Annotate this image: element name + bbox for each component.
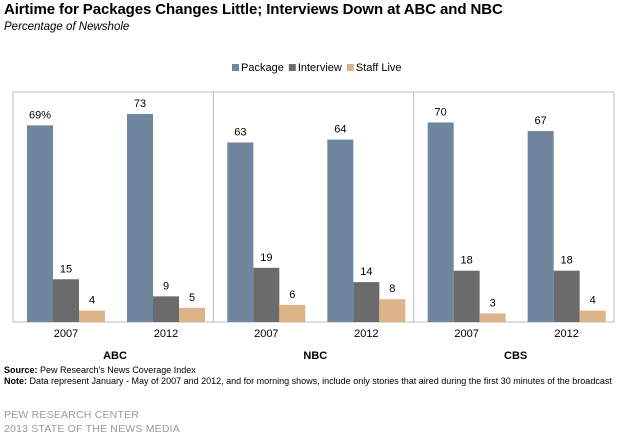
org-name: PEW RESEARCH CENTER [4, 409, 140, 421]
bar-package [327, 139, 354, 322]
data-label: 18 [461, 255, 473, 267]
network-label: ABC [103, 350, 127, 362]
legend-label: Staff Live [356, 62, 402, 74]
data-label: 3 [490, 297, 496, 309]
data-label: 5 [189, 292, 195, 304]
bar-staff-live [479, 313, 506, 322]
plot-border [12, 91, 615, 323]
report-name: 2013 STATE OF THE NEWS MEDIA [4, 423, 180, 435]
legend-swatch [288, 64, 296, 71]
legend-swatch [346, 64, 354, 71]
bar-staff-live [79, 310, 105, 322]
data-label: 18 [561, 255, 573, 267]
bar-interview [253, 267, 280, 322]
year-tick-label: 2007 [254, 328, 278, 340]
data-label: 73 [134, 98, 146, 110]
year-tick-label: 2007 [454, 328, 478, 340]
bar-package [427, 122, 454, 322]
data-label: 6 [289, 289, 295, 301]
legend-label: Package [241, 62, 284, 74]
bar-interview [353, 282, 380, 322]
bar-staff-live [579, 310, 606, 322]
x-axis: 2007 2012 ABC 2007 2012 NBC 2007 2012 CBS [54, 328, 579, 362]
data-label: 4 [89, 295, 95, 307]
bar-interview [453, 270, 480, 322]
source-line: Source: Pew Research's News Coverage Ind… [4, 365, 196, 376]
bar-interview [153, 296, 179, 322]
source-label: Source: [4, 365, 38, 375]
note-text: Data represent January - May of 2007 and… [27, 376, 612, 386]
data-label: 69% [29, 109, 51, 121]
note-line: Note: Data represent January - May of 20… [4, 376, 614, 387]
plot-frame [12, 91, 615, 323]
legend: Package Interview Staff Live [232, 62, 402, 74]
legend-swatch [232, 64, 239, 71]
data-label: 8 [389, 283, 395, 295]
data-label: 70 [435, 107, 447, 119]
year-tick-label: 2012 [354, 328, 378, 340]
data-labels: 69% 15 4 73 9 5 63 19 6 64 14 8 70 18 3 67 18 4 [29, 98, 596, 310]
data-label: 14 [360, 266, 372, 278]
year-tick-label: 2007 [54, 328, 78, 340]
chart-subtitle: Percentage of Newshole [4, 21, 130, 33]
bar-package [127, 113, 153, 322]
data-label: 63 [234, 126, 246, 138]
data-label: 9 [163, 280, 169, 292]
bar-interview [53, 279, 79, 322]
data-label: 4 [590, 295, 596, 307]
note-label: Note: [4, 376, 27, 386]
data-label: 15 [60, 263, 72, 275]
bar-staff-live [379, 299, 406, 322]
bar-series [27, 113, 606, 322]
network-label: CBS [504, 350, 527, 362]
source-text: Pew Research's News Coverage Index [37, 365, 196, 375]
year-tick-label: 2012 [554, 328, 578, 340]
chart-title: Airtime for Packages Changes Little; Int… [4, 1, 503, 18]
bar-staff-live [279, 304, 306, 322]
bar-staff-live [179, 307, 205, 322]
bar-package [227, 142, 254, 322]
bar-package [527, 131, 554, 322]
data-label: 19 [260, 252, 272, 264]
legend-label: Interview [298, 62, 342, 74]
year-tick-label: 2012 [154, 328, 178, 340]
data-label: 67 [535, 115, 547, 127]
network-label: NBC [303, 350, 327, 362]
data-label: 64 [334, 124, 346, 136]
bar-package [27, 125, 53, 322]
bar-interview [553, 270, 580, 322]
